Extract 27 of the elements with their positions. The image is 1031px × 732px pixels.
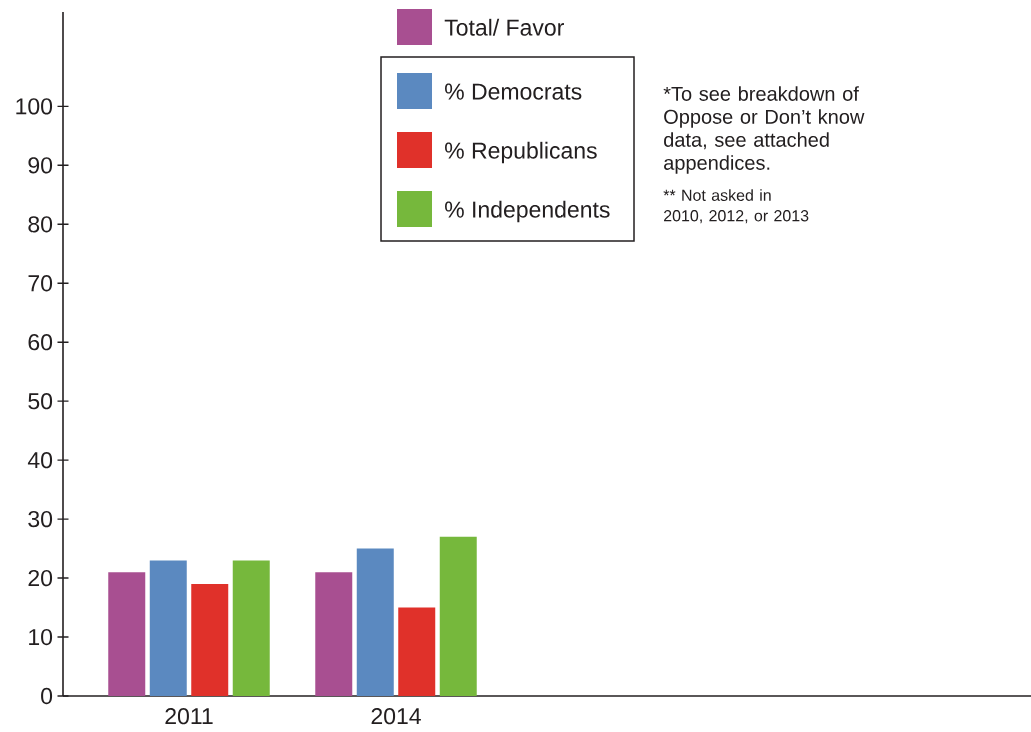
y-tick-label: 50 <box>28 393 53 410</box>
bar <box>356 548 394 696</box>
x-tick-label: 2011 <box>165 708 213 725</box>
legend-label: % Republicans <box>445 141 597 164</box>
y-tick-label: 60 <box>28 334 53 351</box>
y-tick-label: 40 <box>27 451 53 469</box>
y-tick-label: 10 <box>29 628 53 646</box>
bar <box>149 560 187 696</box>
y-tick-label: 0 <box>41 687 53 705</box>
bar <box>232 560 270 696</box>
y-tick-label: 20 <box>28 569 53 587</box>
bar <box>398 607 436 696</box>
x-tick-label: 2014 <box>371 708 421 725</box>
y-tick-label: 80 <box>28 216 53 233</box>
legend-label: Total/ Favor <box>444 18 564 36</box>
text: ** Not asked in 2010, 2012, or 2013 <box>663 189 809 224</box>
bar <box>108 572 146 696</box>
bar <box>315 572 353 696</box>
text: *To see breakdown of Oppose or Don’t know data, see attached appendices. <box>663 86 865 174</box>
legend-label: % Democrats <box>445 83 582 100</box>
y-tick-label: 70 <box>28 275 53 292</box>
legend-label: % Independents <box>445 200 610 223</box>
bar <box>439 536 477 696</box>
y-tick-label: 90 <box>28 157 53 174</box>
y-tick-label: 30 <box>28 510 53 528</box>
y-tick-label: 100 <box>16 98 53 115</box>
bar <box>191 583 229 696</box>
